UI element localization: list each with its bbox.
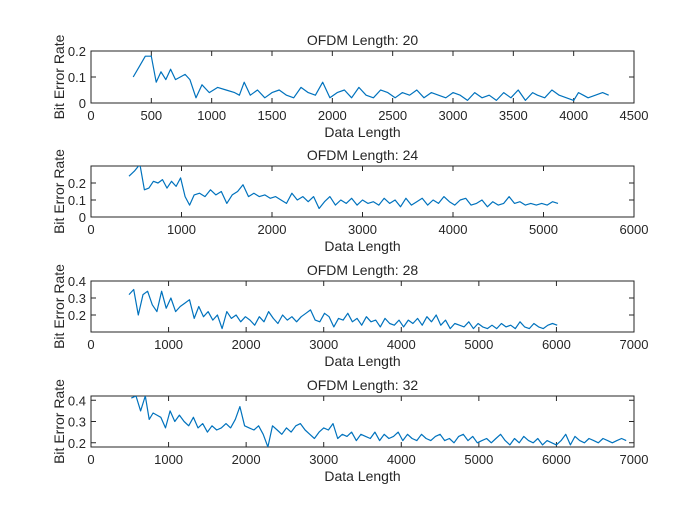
x-tick-label: 3000 (309, 337, 338, 352)
y-tick-label: 0.3 (68, 415, 86, 430)
x-tick-label: 0 (87, 108, 94, 123)
series-line (128, 288, 558, 330)
x-tick-label: 3000 (309, 452, 338, 467)
plot-title: OFDM Length: 24 (307, 147, 418, 163)
x-tick-label: 2500 (378, 108, 407, 123)
y-axis-label: Bit Error Rate (51, 264, 67, 349)
x-tick-label: 5000 (464, 337, 493, 352)
y-tick-label: 0.4 (68, 274, 86, 289)
axes-box (90, 50, 635, 104)
x-tick-label: 4000 (559, 108, 588, 123)
x-axis-label: Data Length (324, 238, 400, 254)
x-tick-label: 4000 (387, 337, 416, 352)
y-tick-label: 0 (79, 96, 86, 111)
y-tick-label: 0.2 (68, 44, 86, 59)
x-tick-label: 2000 (258, 222, 287, 237)
x-tick-label: 7000 (620, 337, 649, 352)
y-tick-label: 0.2 (68, 436, 86, 451)
y-axis-label: Bit Error Rate (51, 34, 67, 119)
x-axis-label: Data Length (324, 124, 400, 140)
x-tick-label: 1000 (167, 222, 196, 237)
y-tick-label: 0.2 (68, 176, 86, 191)
subplot-1: 0 500 1000 1500 2000 2500 3000 3500 4000 4500 0 0.1… (51, 32, 648, 140)
x-tick-label: 2000 (232, 337, 261, 352)
y-axis-label: Bit Error Rate (51, 149, 67, 234)
plot-title: OFDM Length: 28 (307, 262, 418, 278)
x-tick-label: 4000 (387, 452, 416, 467)
y-tick-label: 0.2 (68, 308, 86, 323)
x-tick-label: 3500 (499, 108, 528, 123)
x-tick-label: 4500 (620, 108, 649, 123)
x-tick-label: 500 (140, 108, 162, 123)
x-tick-label: 0 (87, 222, 94, 237)
plot-title: OFDM Length: 32 (307, 377, 418, 393)
plot-title: OFDM Length: 20 (307, 32, 418, 48)
y-axis-label: Bit Error Rate (51, 379, 67, 464)
series-line (131, 396, 627, 447)
x-tick-label: 0 (87, 337, 94, 352)
x-tick-label: 1000 (197, 108, 226, 123)
x-tick-label: 3000 (348, 222, 377, 237)
subplot-4: 0 1000 2000 3000 4000 5000 6000 7000 0.2 0.3 0.4 OF… (51, 377, 648, 484)
x-tick-label: 4000 (439, 222, 468, 237)
y-tick-label: 0 (79, 210, 86, 225)
x-axis-label: Data Length (324, 468, 400, 484)
axes-box (90, 395, 635, 448)
x-tick-label: 5000 (464, 452, 493, 467)
x-tick-label: 2000 (232, 452, 261, 467)
x-tick-label: 7000 (620, 452, 649, 467)
x-tick-label: 6000 (542, 452, 571, 467)
series-line (132, 55, 609, 102)
y-tick-label: 0.1 (68, 70, 86, 85)
x-tick-label: 3000 (439, 108, 468, 123)
x-tick-label: 6000 (620, 222, 649, 237)
y-tick-label: 0.4 (68, 393, 86, 408)
y-tick-label: 0.1 (68, 193, 86, 208)
subplot-3: 0 1000 2000 3000 4000 5000 6000 7000 0.2 0.3 0.4 OF… (51, 262, 648, 369)
axes-box (90, 165, 635, 218)
x-tick-label: 1000 (154, 337, 183, 352)
x-tick-label: 6000 (542, 337, 571, 352)
y-tick-label: 0.3 (68, 291, 86, 306)
x-tick-label: 0 (87, 452, 94, 467)
x-axis-label: Data Length (324, 353, 400, 369)
x-tick-label: 1000 (154, 452, 183, 467)
x-tick-label: 1500 (258, 108, 287, 123)
series-line (128, 166, 559, 210)
x-tick-label: 5000 (529, 222, 558, 237)
x-tick-label: 2000 (318, 108, 347, 123)
